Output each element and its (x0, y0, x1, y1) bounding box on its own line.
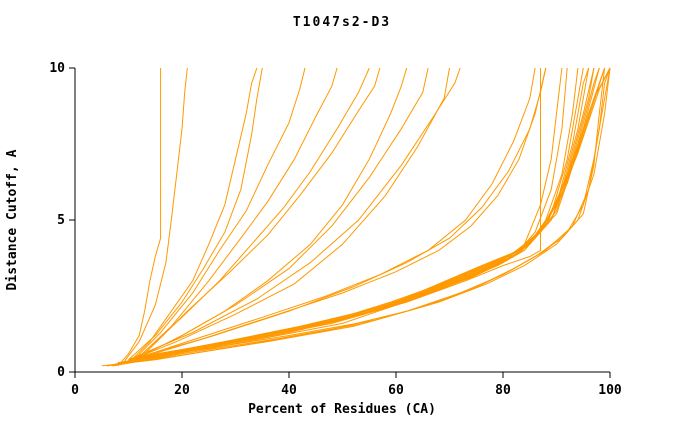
model-curve (117, 68, 162, 367)
model-curve (138, 67, 338, 358)
model-curve (128, 67, 258, 364)
model-curve (133, 67, 600, 361)
series-lines (101, 67, 611, 367)
x-axis-tick-label: 60 (388, 383, 404, 398)
model-curve (123, 67, 536, 364)
x-axis-label: Percent of Residues (CA) (248, 402, 436, 417)
y-axis-tick-label: 5 (57, 213, 65, 228)
model-curve (117, 67, 611, 364)
tick-marks: 0 20 40 60 80 100 0 5 10 (49, 61, 622, 398)
x-axis-tick-label: 80 (495, 383, 511, 398)
model-curve (128, 67, 547, 361)
model-curve (139, 67, 611, 358)
x-axis-tick-label: 20 (174, 383, 190, 398)
model-curve (138, 67, 370, 358)
model-curve (133, 67, 600, 361)
y-axis-tick-label: 0 (57, 365, 65, 380)
chart-title: T1047s2-D3 (293, 15, 391, 30)
model-curve (101, 67, 606, 367)
model-curve (128, 67, 595, 361)
model-curve (139, 68, 541, 361)
model-curve (133, 67, 547, 361)
y-axis-label: Distance Cutoff, A (5, 149, 20, 290)
model-curve (128, 67, 595, 361)
x-axis-tick-label: 100 (598, 383, 622, 398)
x-axis-tick-label: 0 (71, 383, 79, 398)
model-curve (144, 67, 381, 355)
y-axis-tick-label: 10 (49, 61, 65, 76)
model-curve (117, 67, 584, 364)
model-curve (128, 67, 461, 361)
model-curve (133, 67, 306, 361)
model-curve (144, 67, 606, 358)
model-curve (133, 67, 429, 361)
x-axis-tick-label: 40 (281, 383, 297, 398)
model-curve (122, 67, 188, 364)
model-curve (128, 67, 263, 361)
